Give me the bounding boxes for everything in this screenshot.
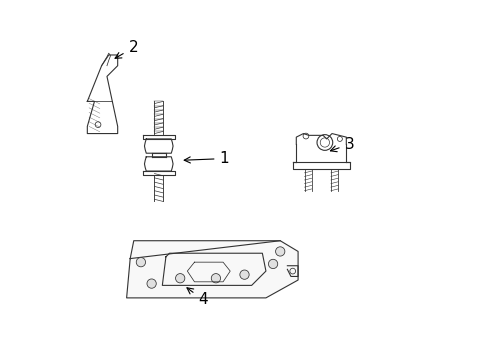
Circle shape	[147, 279, 156, 288]
Text: 4: 4	[186, 288, 207, 307]
Circle shape	[275, 247, 285, 256]
Polygon shape	[126, 241, 298, 298]
Text: 2: 2	[115, 40, 138, 58]
Circle shape	[136, 257, 145, 267]
Circle shape	[175, 274, 184, 283]
Circle shape	[268, 259, 277, 269]
Circle shape	[211, 274, 220, 283]
Text: 1: 1	[184, 151, 229, 166]
Circle shape	[240, 270, 248, 279]
Text: 3: 3	[330, 137, 353, 152]
